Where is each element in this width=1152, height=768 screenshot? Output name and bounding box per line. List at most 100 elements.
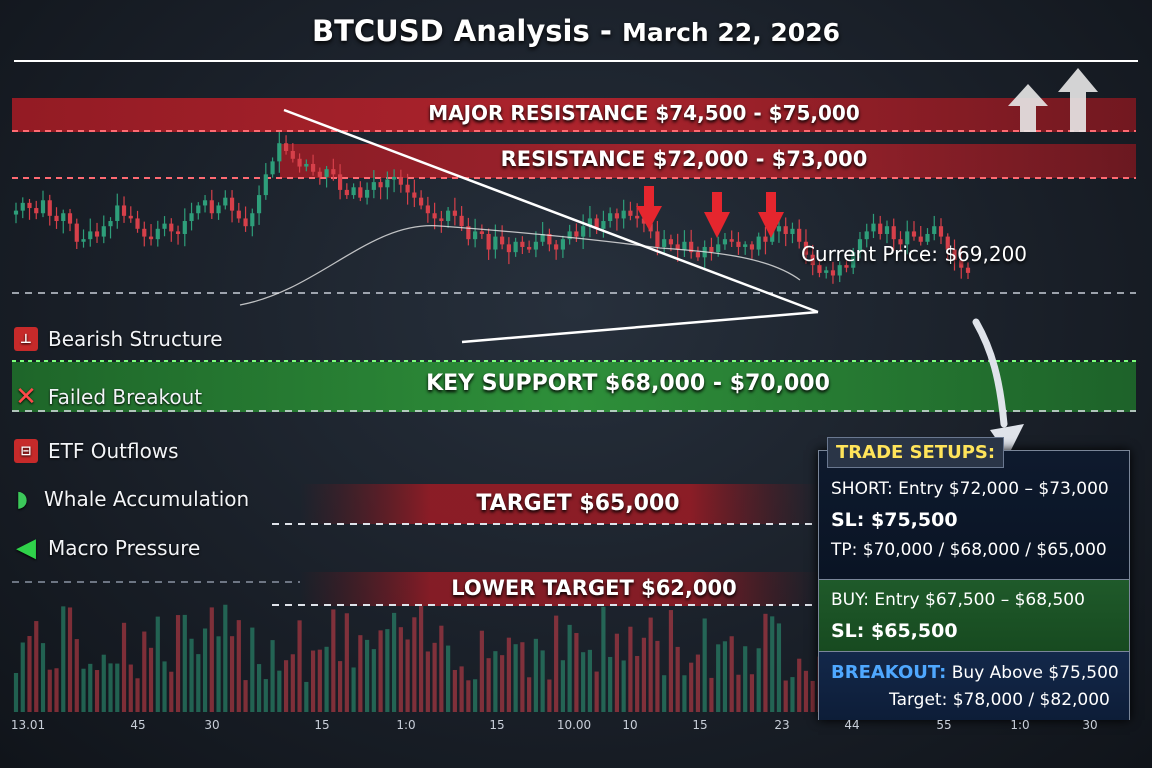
candle-body [47, 200, 52, 216]
volume-bar [398, 627, 403, 712]
candle-body [695, 252, 701, 258]
volume-bar [790, 677, 795, 712]
candle-body [182, 221, 187, 234]
candle-body [324, 169, 329, 177]
candle-body [500, 236, 505, 245]
volume-bar [182, 614, 187, 712]
projection-arrow-icon [972, 318, 1024, 456]
ascending-trendline [461, 310, 819, 344]
candle-body [952, 249, 957, 260]
candle-body [20, 202, 25, 211]
volume-bar [702, 618, 707, 712]
candle-body [871, 223, 876, 232]
volume-bar [547, 679, 552, 712]
volume-bar [175, 615, 181, 712]
candle-body [560, 239, 565, 250]
volume-bar [729, 636, 734, 712]
candle-body [756, 236, 761, 250]
volume-bar [419, 606, 424, 712]
candle-body [432, 213, 437, 219]
candle-body [27, 202, 32, 209]
candle-body [223, 197, 228, 206]
moving-average-curve [239, 225, 801, 306]
candle-body [655, 231, 660, 247]
trade-setups-panel: SHORT: Entry $72,000 – $73,000 SL: $75,5… [818, 437, 1130, 720]
title-main: BTCUSD Analysis [312, 14, 590, 48]
volume-bar [189, 638, 194, 712]
candle-body [155, 228, 160, 240]
whale-icon: ◗ [16, 486, 28, 512]
candle-body [67, 213, 73, 224]
volume-bar [34, 621, 39, 712]
candle-body [635, 215, 640, 219]
candle-body [74, 223, 79, 242]
volume-bar [810, 680, 815, 712]
failed-breakout-icon: ✕ [15, 382, 37, 412]
volume-bar [783, 680, 788, 712]
volume-bar [675, 646, 680, 712]
candle-body [898, 239, 903, 245]
resistance-band [280, 144, 1136, 178]
candle-body [581, 226, 586, 237]
legend-label: Whale Accumulation [44, 487, 250, 511]
volume-bar [304, 681, 309, 712]
candle-body [148, 236, 154, 240]
candle-body [290, 150, 295, 159]
volume-bar [337, 661, 343, 712]
volume-bar [169, 671, 174, 712]
legend-item-bearish-structure: ⊥ Bearish Structure [14, 310, 284, 368]
candle-body [614, 213, 620, 219]
volume-bar [209, 607, 214, 712]
volume-bar [506, 637, 511, 712]
volume-bar [297, 620, 302, 712]
volume-bar [47, 669, 52, 712]
candle-body [88, 231, 93, 240]
volume-bar [243, 680, 248, 712]
candle-body [574, 231, 579, 237]
up-arrow-icon [1008, 84, 1048, 132]
x-tick-label: 1:0 [396, 718, 416, 732]
volume-bar [142, 631, 147, 712]
candle-body [932, 226, 937, 234]
key-support-band [12, 362, 1136, 412]
volume-bar [135, 678, 140, 712]
volume-bar [540, 650, 545, 712]
volume-bars [13, 604, 971, 712]
candle-body [378, 182, 383, 188]
volume-bar [560, 660, 565, 712]
volume-bar [655, 640, 660, 712]
target-label: TARGET $65,000 [476, 491, 680, 516]
x-tick-label: 55 [936, 718, 952, 732]
volume-bar [94, 670, 100, 712]
volume-bar [121, 622, 127, 712]
volume-bar [473, 679, 478, 712]
candle-body [662, 239, 667, 247]
candle-body [419, 197, 424, 206]
title-date: March 22, 2026 [622, 18, 840, 47]
volume-bar [13, 672, 19, 712]
candle-body [783, 226, 788, 234]
volume-bar [803, 670, 809, 712]
volume-bar [459, 666, 464, 712]
candle-body [743, 244, 748, 247]
volume-bar [567, 624, 572, 712]
candle-body [61, 213, 66, 222]
candle-body [54, 215, 59, 222]
volume-bar [378, 630, 383, 712]
candle-body [864, 231, 869, 240]
candle-body [412, 192, 417, 198]
volume-bar [628, 626, 633, 712]
volume-bar [722, 641, 728, 712]
volume-bar [162, 661, 167, 712]
x-tick-label: 44 [844, 718, 860, 732]
candle-body [722, 239, 728, 245]
legend-label: ETF Outflows [48, 439, 179, 463]
candle-body [891, 226, 896, 240]
candle-body [824, 270, 829, 273]
candle-body [121, 205, 127, 216]
candle-body [358, 187, 363, 198]
candle-body [830, 270, 836, 276]
volume-bar [223, 604, 228, 712]
down-arrow-icon [758, 192, 784, 238]
volume-bar [351, 667, 356, 712]
